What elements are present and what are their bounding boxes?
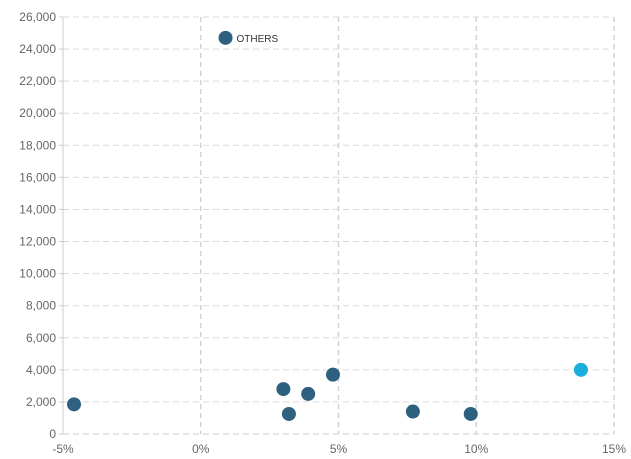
y-tick-label: 18,000 (19, 138, 56, 152)
y-tick-label: 24,000 (19, 42, 56, 56)
y-tick-label: 14,000 (19, 202, 56, 216)
y-tick-label: 12,000 (19, 235, 56, 249)
data-point (301, 386, 316, 401)
data-point-label: OTHERS (237, 34, 279, 45)
x-tick-label: 0% (192, 442, 210, 456)
data-points: OTHERS (67, 30, 588, 421)
data-point (276, 382, 291, 397)
y-tick-label: 16,000 (19, 170, 56, 184)
y-tick-label: 4,000 (26, 363, 56, 377)
data-point (325, 367, 340, 382)
grid-lines (63, 16, 615, 434)
data-point (573, 362, 588, 377)
data-point (281, 406, 296, 421)
y-tick-label: 6,000 (26, 331, 56, 345)
x-tick-label: 10% (464, 442, 488, 456)
data-point (218, 30, 233, 45)
y-tick-label: 20,000 (19, 106, 56, 120)
y-tick-label: 8,000 (26, 299, 56, 313)
y-tick-label: 22,000 (19, 74, 56, 88)
x-tick-label: 15% (602, 442, 626, 456)
data-point (405, 404, 420, 419)
x-tick-label: 5% (330, 442, 348, 456)
x-tick-labels: -5% 0% 5% 10% 15% (52, 442, 626, 456)
axes (59, 16, 614, 435)
y-tick-labels: 0 2,000 4,000 6,000 8,000 10,000 12,000 14,000 1… (19, 10, 56, 441)
x-tick-label: -5% (52, 442, 74, 456)
data-point (67, 397, 82, 412)
y-tick-label: 10,000 (19, 267, 56, 281)
data-point (463, 406, 478, 421)
y-tick-label: 26,000 (19, 10, 56, 24)
y-tick-label: 2,000 (26, 395, 56, 409)
y-tick-label: 0 (49, 427, 56, 441)
